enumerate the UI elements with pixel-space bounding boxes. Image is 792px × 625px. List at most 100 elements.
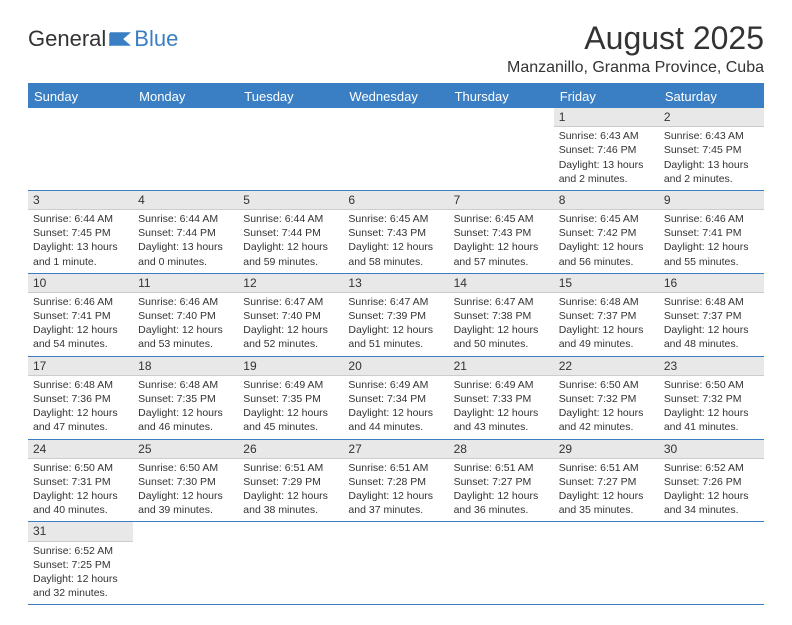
day-body: Sunrise: 6:47 AMSunset: 7:39 PMDaylight:… <box>343 293 448 356</box>
daylight-text: Daylight: 12 hours and 55 minutes. <box>664 240 759 268</box>
daylight-text: Daylight: 12 hours and 53 minutes. <box>138 323 233 351</box>
day-cell: 11Sunrise: 6:46 AMSunset: 7:40 PMDayligh… <box>133 274 238 356</box>
weekday-header-row: SundayMondayTuesdayWednesdayThursdayFrid… <box>28 85 764 108</box>
sunrise-text: Sunrise: 6:48 AM <box>559 295 654 309</box>
day-cell <box>449 522 554 604</box>
sunrise-text: Sunrise: 6:44 AM <box>33 212 128 226</box>
day-cell: 7Sunrise: 6:45 AMSunset: 7:43 PMDaylight… <box>449 191 554 273</box>
daylight-text: Daylight: 12 hours and 37 minutes. <box>348 489 443 517</box>
day-body: Sunrise: 6:49 AMSunset: 7:33 PMDaylight:… <box>449 376 554 439</box>
sunrise-text: Sunrise: 6:47 AM <box>243 295 338 309</box>
day-cell <box>238 522 343 604</box>
sunrise-text: Sunrise: 6:46 AM <box>664 212 759 226</box>
day-number: 29 <box>554 440 659 459</box>
sunrise-text: Sunrise: 6:51 AM <box>454 461 549 475</box>
day-cell: 30Sunrise: 6:52 AMSunset: 7:26 PMDayligh… <box>659 440 764 522</box>
daylight-text: Daylight: 12 hours and 36 minutes. <box>454 489 549 517</box>
day-cell: 25Sunrise: 6:50 AMSunset: 7:30 PMDayligh… <box>133 440 238 522</box>
sunrise-text: Sunrise: 6:51 AM <box>559 461 654 475</box>
week-row: 1Sunrise: 6:43 AMSunset: 7:46 PMDaylight… <box>28 108 764 191</box>
sunrise-text: Sunrise: 6:44 AM <box>138 212 233 226</box>
sunset-text: Sunset: 7:26 PM <box>664 475 759 489</box>
day-cell <box>659 522 764 604</box>
daylight-text: Daylight: 12 hours and 34 minutes. <box>664 489 759 517</box>
sunset-text: Sunset: 7:35 PM <box>138 392 233 406</box>
daylight-text: Daylight: 12 hours and 47 minutes. <box>33 406 128 434</box>
day-cell: 14Sunrise: 6:47 AMSunset: 7:38 PMDayligh… <box>449 274 554 356</box>
header: General Blue August 2025 <box>28 20 764 57</box>
day-number: 13 <box>343 274 448 293</box>
day-number: 14 <box>449 274 554 293</box>
weekday-header: Sunday <box>28 85 133 108</box>
day-body: Sunrise: 6:52 AMSunset: 7:25 PMDaylight:… <box>28 542 133 605</box>
daylight-text: Daylight: 12 hours and 57 minutes. <box>454 240 549 268</box>
day-number: 12 <box>238 274 343 293</box>
day-cell <box>343 108 448 190</box>
day-cell: 17Sunrise: 6:48 AMSunset: 7:36 PMDayligh… <box>28 357 133 439</box>
calendar: SundayMondayTuesdayWednesdayThursdayFrid… <box>28 83 764 605</box>
sunrise-text: Sunrise: 6:50 AM <box>664 378 759 392</box>
day-cell <box>133 522 238 604</box>
day-body: Sunrise: 6:44 AMSunset: 7:44 PMDaylight:… <box>133 210 238 273</box>
day-number: 21 <box>449 357 554 376</box>
weekday-header: Saturday <box>659 85 764 108</box>
sunrise-text: Sunrise: 6:43 AM <box>664 129 759 143</box>
weekday-header: Tuesday <box>238 85 343 108</box>
day-number: 8 <box>554 191 659 210</box>
sunset-text: Sunset: 7:40 PM <box>243 309 338 323</box>
day-body: Sunrise: 6:50 AMSunset: 7:31 PMDaylight:… <box>28 459 133 522</box>
day-number: 3 <box>28 191 133 210</box>
sunset-text: Sunset: 7:45 PM <box>664 143 759 157</box>
sunrise-text: Sunrise: 6:44 AM <box>243 212 338 226</box>
sunrise-text: Sunrise: 6:47 AM <box>348 295 443 309</box>
sunset-text: Sunset: 7:32 PM <box>559 392 654 406</box>
day-body: Sunrise: 6:50 AMSunset: 7:32 PMDaylight:… <box>659 376 764 439</box>
sunrise-text: Sunrise: 6:50 AM <box>559 378 654 392</box>
day-number: 20 <box>343 357 448 376</box>
page: General Blue August 2025 Manzanillo, Gra… <box>0 0 792 625</box>
sunset-text: Sunset: 7:39 PM <box>348 309 443 323</box>
day-cell: 8Sunrise: 6:45 AMSunset: 7:42 PMDaylight… <box>554 191 659 273</box>
sunset-text: Sunset: 7:36 PM <box>33 392 128 406</box>
day-body: Sunrise: 6:50 AMSunset: 7:30 PMDaylight:… <box>133 459 238 522</box>
day-cell: 20 Sunrise: 6:49 AMSunset: 7:34 PMDayligh… <box>343 357 448 439</box>
day-cell <box>449 108 554 190</box>
daylight-text: Daylight: 12 hours and 44 minutes. <box>348 406 443 434</box>
day-body: Sunrise: 6:47 AMSunset: 7:40 PMDaylight:… <box>238 293 343 356</box>
day-cell: 23Sunrise: 6:50 AMSunset: 7:32 PMDayligh… <box>659 357 764 439</box>
day-body: Sunrise: 6:48 AMSunset: 7:37 PMDaylight:… <box>659 293 764 356</box>
day-number: 2 <box>659 108 764 127</box>
sunset-text: Sunset: 7:34 PM <box>348 392 443 406</box>
location-text: Manzanillo, Granma Province, Cuba <box>28 59 764 77</box>
sunrise-text: Sunrise: 6:45 AM <box>454 212 549 226</box>
sunset-text: Sunset: 7:27 PM <box>454 475 549 489</box>
daylight-text: Daylight: 13 hours and 1 minute. <box>33 240 128 268</box>
day-number: 7 <box>449 191 554 210</box>
sunset-text: Sunset: 7:43 PM <box>454 226 549 240</box>
day-body: Sunrise: 6:45 AMSunset: 7:43 PMDaylight:… <box>343 210 448 273</box>
sunrise-text: Sunrise: 6:50 AM <box>33 461 128 475</box>
sunset-text: Sunset: 7:45 PM <box>33 226 128 240</box>
day-body: Sunrise: 6:45 AMSunset: 7:43 PMDaylight:… <box>449 210 554 273</box>
day-number: 30 <box>659 440 764 459</box>
sunset-text: Sunset: 7:30 PM <box>138 475 233 489</box>
day-body: Sunrise: 6:47 AMSunset: 7:38 PMDaylight:… <box>449 293 554 356</box>
day-number: 31 <box>28 522 133 541</box>
sunset-text: Sunset: 7:41 PM <box>33 309 128 323</box>
sunset-text: Sunset: 7:37 PM <box>559 309 654 323</box>
sunrise-text: Sunrise: 6:47 AM <box>454 295 549 309</box>
sunrise-text: Sunrise: 6:51 AM <box>348 461 443 475</box>
day-cell: 18Sunrise: 6:48 AMSunset: 7:35 PMDayligh… <box>133 357 238 439</box>
day-body: Sunrise: 6:46 AMSunset: 7:41 PMDaylight:… <box>659 210 764 273</box>
day-body: Sunrise: 6:51 AMSunset: 7:27 PMDaylight:… <box>554 459 659 522</box>
day-body: Sunrise: 6:51 AMSunset: 7:29 PMDaylight:… <box>238 459 343 522</box>
daylight-text: Daylight: 12 hours and 41 minutes. <box>664 406 759 434</box>
day-cell: 6Sunrise: 6:45 AMSunset: 7:43 PMDaylight… <box>343 191 448 273</box>
day-cell <box>238 108 343 190</box>
day-cell: 9Sunrise: 6:46 AMSunset: 7:41 PMDaylight… <box>659 191 764 273</box>
day-cell: 10Sunrise: 6:46 AMSunset: 7:41 PMDayligh… <box>28 274 133 356</box>
sunrise-text: Sunrise: 6:49 AM <box>348 378 443 392</box>
day-number: 6 <box>343 191 448 210</box>
day-cell: 31Sunrise: 6:52 AMSunset: 7:25 PMDayligh… <box>28 522 133 604</box>
day-cell: 2Sunrise: 6:43 AMSunset: 7:45 PMDaylight… <box>659 108 764 190</box>
